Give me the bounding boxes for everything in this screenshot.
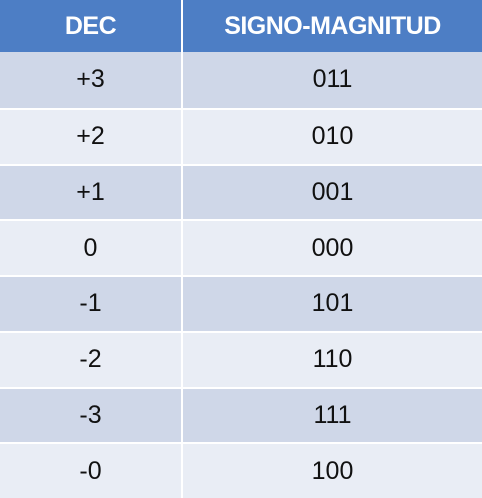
cell-dec: -1: [0, 275, 183, 331]
cell-signo-magnitud: 011: [183, 52, 482, 108]
cell-signo-magnitud: 111: [183, 386, 482, 443]
cell-dec: -2: [0, 330, 183, 387]
cell-signo-magnitud: 110: [183, 330, 482, 387]
cell-dec: -0: [0, 442, 183, 498]
cell-dec: +2: [0, 107, 183, 164]
cell-signo-magnitud: 010: [183, 107, 482, 164]
cell-dec: +3: [0, 52, 183, 108]
cell-dec: 0: [0, 219, 183, 275]
header-dec: DEC: [0, 0, 183, 52]
cell-signo-magnitud: 101: [183, 275, 482, 331]
header-signo-magnitud: SIGNO-MAGNITUD: [183, 0, 482, 52]
cell-signo-magnitud: 001: [183, 163, 482, 220]
cell-signo-magnitud: 100: [183, 442, 482, 498]
cell-signo-magnitud: 000: [183, 219, 482, 275]
cell-dec: -3: [0, 386, 183, 443]
cell-dec: +1: [0, 163, 183, 220]
